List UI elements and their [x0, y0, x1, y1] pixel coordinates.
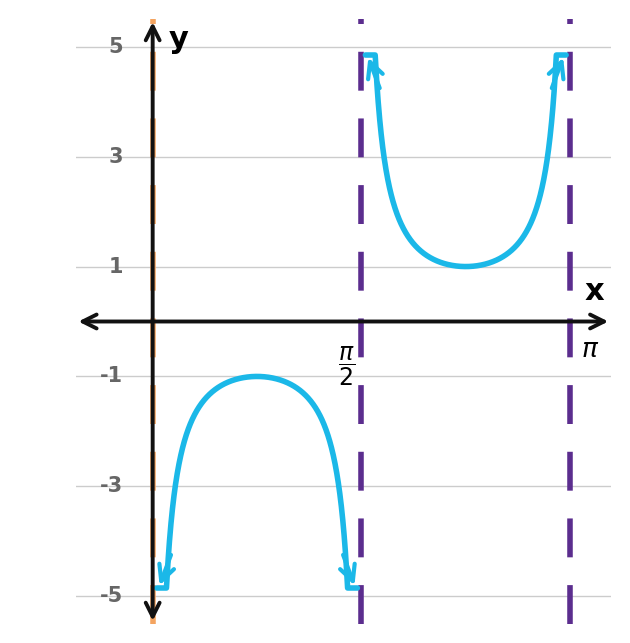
Text: -1: -1 — [100, 367, 123, 386]
Text: -5: -5 — [100, 586, 123, 606]
Text: -3: -3 — [100, 476, 123, 496]
Text: $\pi$: $\pi$ — [581, 337, 599, 363]
Text: 5: 5 — [109, 37, 123, 57]
Text: $\dfrac{\pi}{2}$: $\dfrac{\pi}{2}$ — [338, 345, 355, 388]
Text: x: x — [585, 277, 604, 306]
Text: 1: 1 — [109, 257, 123, 276]
Text: 3: 3 — [109, 147, 123, 167]
Text: y: y — [169, 25, 188, 54]
